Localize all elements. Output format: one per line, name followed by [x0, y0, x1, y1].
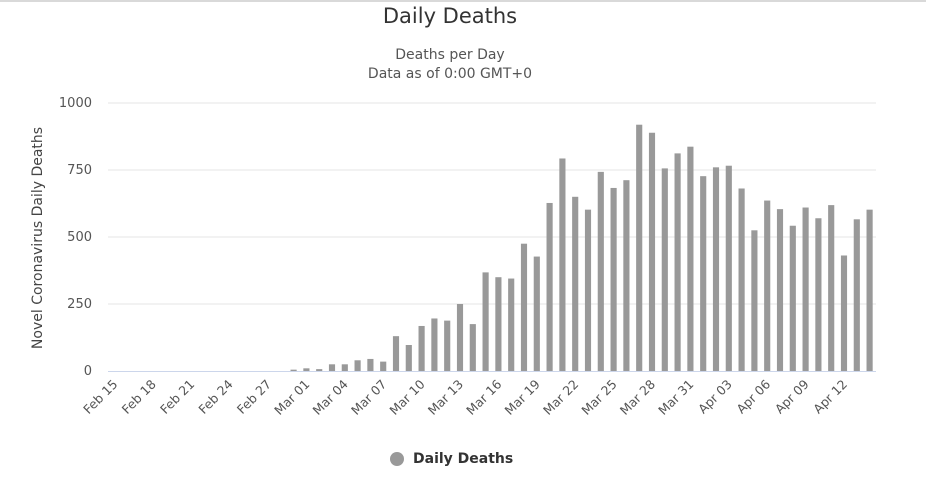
- bar[interactable]: [367, 358, 374, 371]
- legend[interactable]: Daily Deaths: [390, 449, 513, 469]
- bar[interactable]: [815, 218, 822, 371]
- legend-label: Daily Deaths: [413, 451, 514, 467]
- bar[interactable]: [495, 277, 502, 371]
- x-tick-label: Apr 12: [810, 377, 850, 417]
- x-tick-label: Feb 21: [157, 377, 197, 417]
- bar[interactable]: [520, 243, 528, 371]
- bar[interactable]: [712, 167, 720, 371]
- y-axis-ticks: 0 250 500 750 1000: [59, 96, 92, 379]
- bar[interactable]: [444, 320, 451, 371]
- x-tick-label: Mar 19: [502, 376, 543, 417]
- bar[interactable]: [354, 360, 361, 371]
- bar[interactable]: [802, 207, 809, 371]
- x-tick-label: Apr 09: [772, 376, 812, 416]
- y-tick-label: 750: [67, 163, 92, 178]
- x-tick-label: Mar 10: [386, 376, 427, 417]
- x-tick-label: Apr 03: [695, 377, 735, 417]
- bar[interactable]: [776, 209, 784, 371]
- subtitle-line-1: Deaths per Day: [395, 47, 505, 63]
- bars: [290, 124, 873, 371]
- x-tick-label: Feb 15: [80, 377, 120, 417]
- legend-circle-icon: [390, 452, 404, 466]
- y-tick-label: 0: [84, 364, 92, 379]
- bar[interactable]: [789, 225, 796, 371]
- bar[interactable]: [456, 304, 464, 371]
- x-tick-label: Mar 22: [540, 377, 581, 418]
- bar[interactable]: [687, 146, 694, 371]
- bar[interactable]: [303, 368, 310, 371]
- top-divider: [0, 0, 926, 2]
- bar[interactable]: [853, 219, 860, 371]
- bar[interactable]: [700, 176, 707, 371]
- bar[interactable]: [316, 369, 323, 371]
- y-tick-label: 1000: [59, 96, 92, 111]
- grid-lines: [108, 102, 876, 305]
- y-tick-label: 250: [67, 297, 92, 312]
- bar[interactable]: [674, 153, 681, 371]
- subtitle-line-2: Data as of 0:00 GMT+0: [367, 66, 533, 82]
- bar[interactable]: [508, 278, 515, 371]
- bar[interactable]: [636, 124, 643, 371]
- x-tick-label: Feb 24: [195, 376, 235, 416]
- bar[interactable]: [751, 230, 758, 371]
- x-tick-label: Mar 01: [271, 377, 312, 418]
- bar[interactable]: [482, 272, 489, 371]
- bar[interactable]: [866, 209, 873, 371]
- x-tick-label: Feb 18: [119, 376, 159, 416]
- chart-title: Daily Deaths: [382, 4, 518, 28]
- bar[interactable]: [725, 165, 732, 371]
- x-tick-label: Apr 06: [733, 376, 773, 416]
- bar[interactable]: [840, 255, 848, 371]
- y-tick-label: 500: [67, 230, 92, 245]
- bar[interactable]: [828, 205, 835, 371]
- chart-subtitle: Deaths per Day Data as of 0:00 GMT+0: [0, 46, 900, 84]
- x-tick-label: Mar 16: [463, 376, 504, 417]
- bar[interactable]: [405, 345, 412, 371]
- bar[interactable]: [764, 200, 771, 371]
- bar[interactable]: [380, 361, 387, 371]
- bar[interactable]: [341, 364, 348, 371]
- bar[interactable]: [469, 324, 476, 371]
- y-axis-title: Novel Coronavirus Daily Deaths: [30, 127, 46, 349]
- bar[interactable]: [431, 318, 438, 371]
- bar[interactable]: [738, 188, 745, 371]
- bar[interactable]: [623, 180, 630, 371]
- bar[interactable]: [418, 325, 425, 371]
- bar[interactable]: [290, 369, 297, 371]
- bar[interactable]: [610, 187, 617, 371]
- bar[interactable]: [392, 336, 400, 371]
- x-tick-label: Mar 04: [310, 376, 351, 417]
- x-tick-label: Mar 31: [655, 377, 696, 418]
- bar[interactable]: [584, 209, 592, 371]
- bar[interactable]: [648, 132, 656, 371]
- bar[interactable]: [546, 202, 553, 371]
- bar[interactable]: [533, 256, 540, 371]
- x-tick-label: Mar 25: [578, 377, 619, 418]
- x-tick-label: Mar 28: [617, 376, 658, 417]
- bar[interactable]: [661, 168, 668, 371]
- bar[interactable]: [597, 171, 604, 371]
- x-tick-label: Feb 27: [234, 377, 274, 417]
- bar[interactable]: [559, 158, 566, 371]
- bar[interactable]: [328, 364, 336, 371]
- x-tick-label: Mar 13: [425, 377, 466, 418]
- x-tick-label: Mar 07: [348, 377, 389, 418]
- bar[interactable]: [572, 196, 579, 371]
